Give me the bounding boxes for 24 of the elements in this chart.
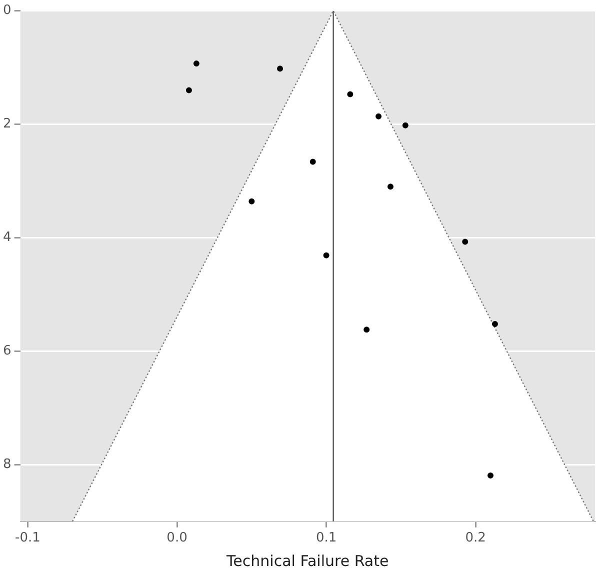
x-tick-label: 0.0 <box>166 530 188 546</box>
point <box>492 320 498 327</box>
point <box>387 184 394 190</box>
y-tick-label: 8 <box>2 457 12 472</box>
point <box>402 122 408 128</box>
x-tick-label: -0.1 <box>15 530 40 546</box>
point <box>347 91 354 98</box>
y-tick-label: 6 <box>2 344 12 359</box>
point <box>186 87 192 94</box>
y-tick-label: 4 <box>2 230 12 246</box>
point <box>462 238 468 245</box>
x-tick-label: 0.1 <box>316 530 337 546</box>
point <box>277 66 284 72</box>
y-tick-label: 0 <box>2 3 12 18</box>
x-axis-title: Technical Failure Rate <box>226 552 389 570</box>
point <box>310 158 316 165</box>
point <box>488 472 494 478</box>
point <box>376 113 382 120</box>
y-tick-label: 2 <box>2 116 12 132</box>
point <box>248 198 255 204</box>
point <box>364 326 370 333</box>
point <box>323 252 330 258</box>
x-tick-label: 0.2 <box>465 530 486 546</box>
point <box>193 60 200 67</box>
